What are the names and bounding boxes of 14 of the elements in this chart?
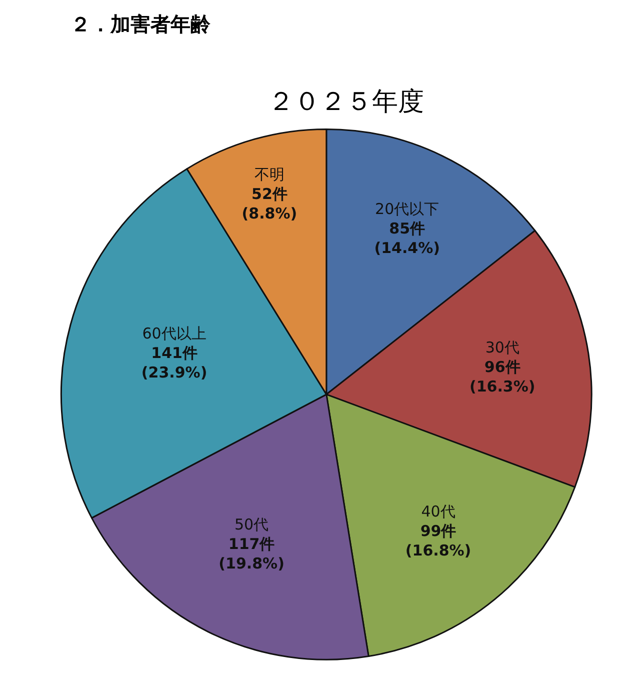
chart-title: ２．加害者年齢 (70, 12, 212, 36)
data-label: 85件 (14.4%) (374, 219, 440, 257)
slice-label: 60代以上 (142, 324, 206, 342)
data-label: 52件 (8.8%) (242, 185, 298, 223)
data-label: 141件 (23.9%) (141, 344, 208, 382)
data-label: 96件 (16.3%) (469, 358, 536, 396)
chart-subtitle: ２０２５年度 (268, 87, 424, 117)
data-label: 99件 (16.8%) (405, 522, 472, 560)
slice-label: 30代 (485, 338, 520, 357)
data-label: 117件 (19.8%) (218, 535, 284, 573)
slice-label: 20代以下 (375, 200, 440, 218)
slice-label: 不明 (254, 166, 284, 184)
slice-label: 50代 (234, 516, 269, 534)
slice-label: 40代 (421, 502, 456, 520)
